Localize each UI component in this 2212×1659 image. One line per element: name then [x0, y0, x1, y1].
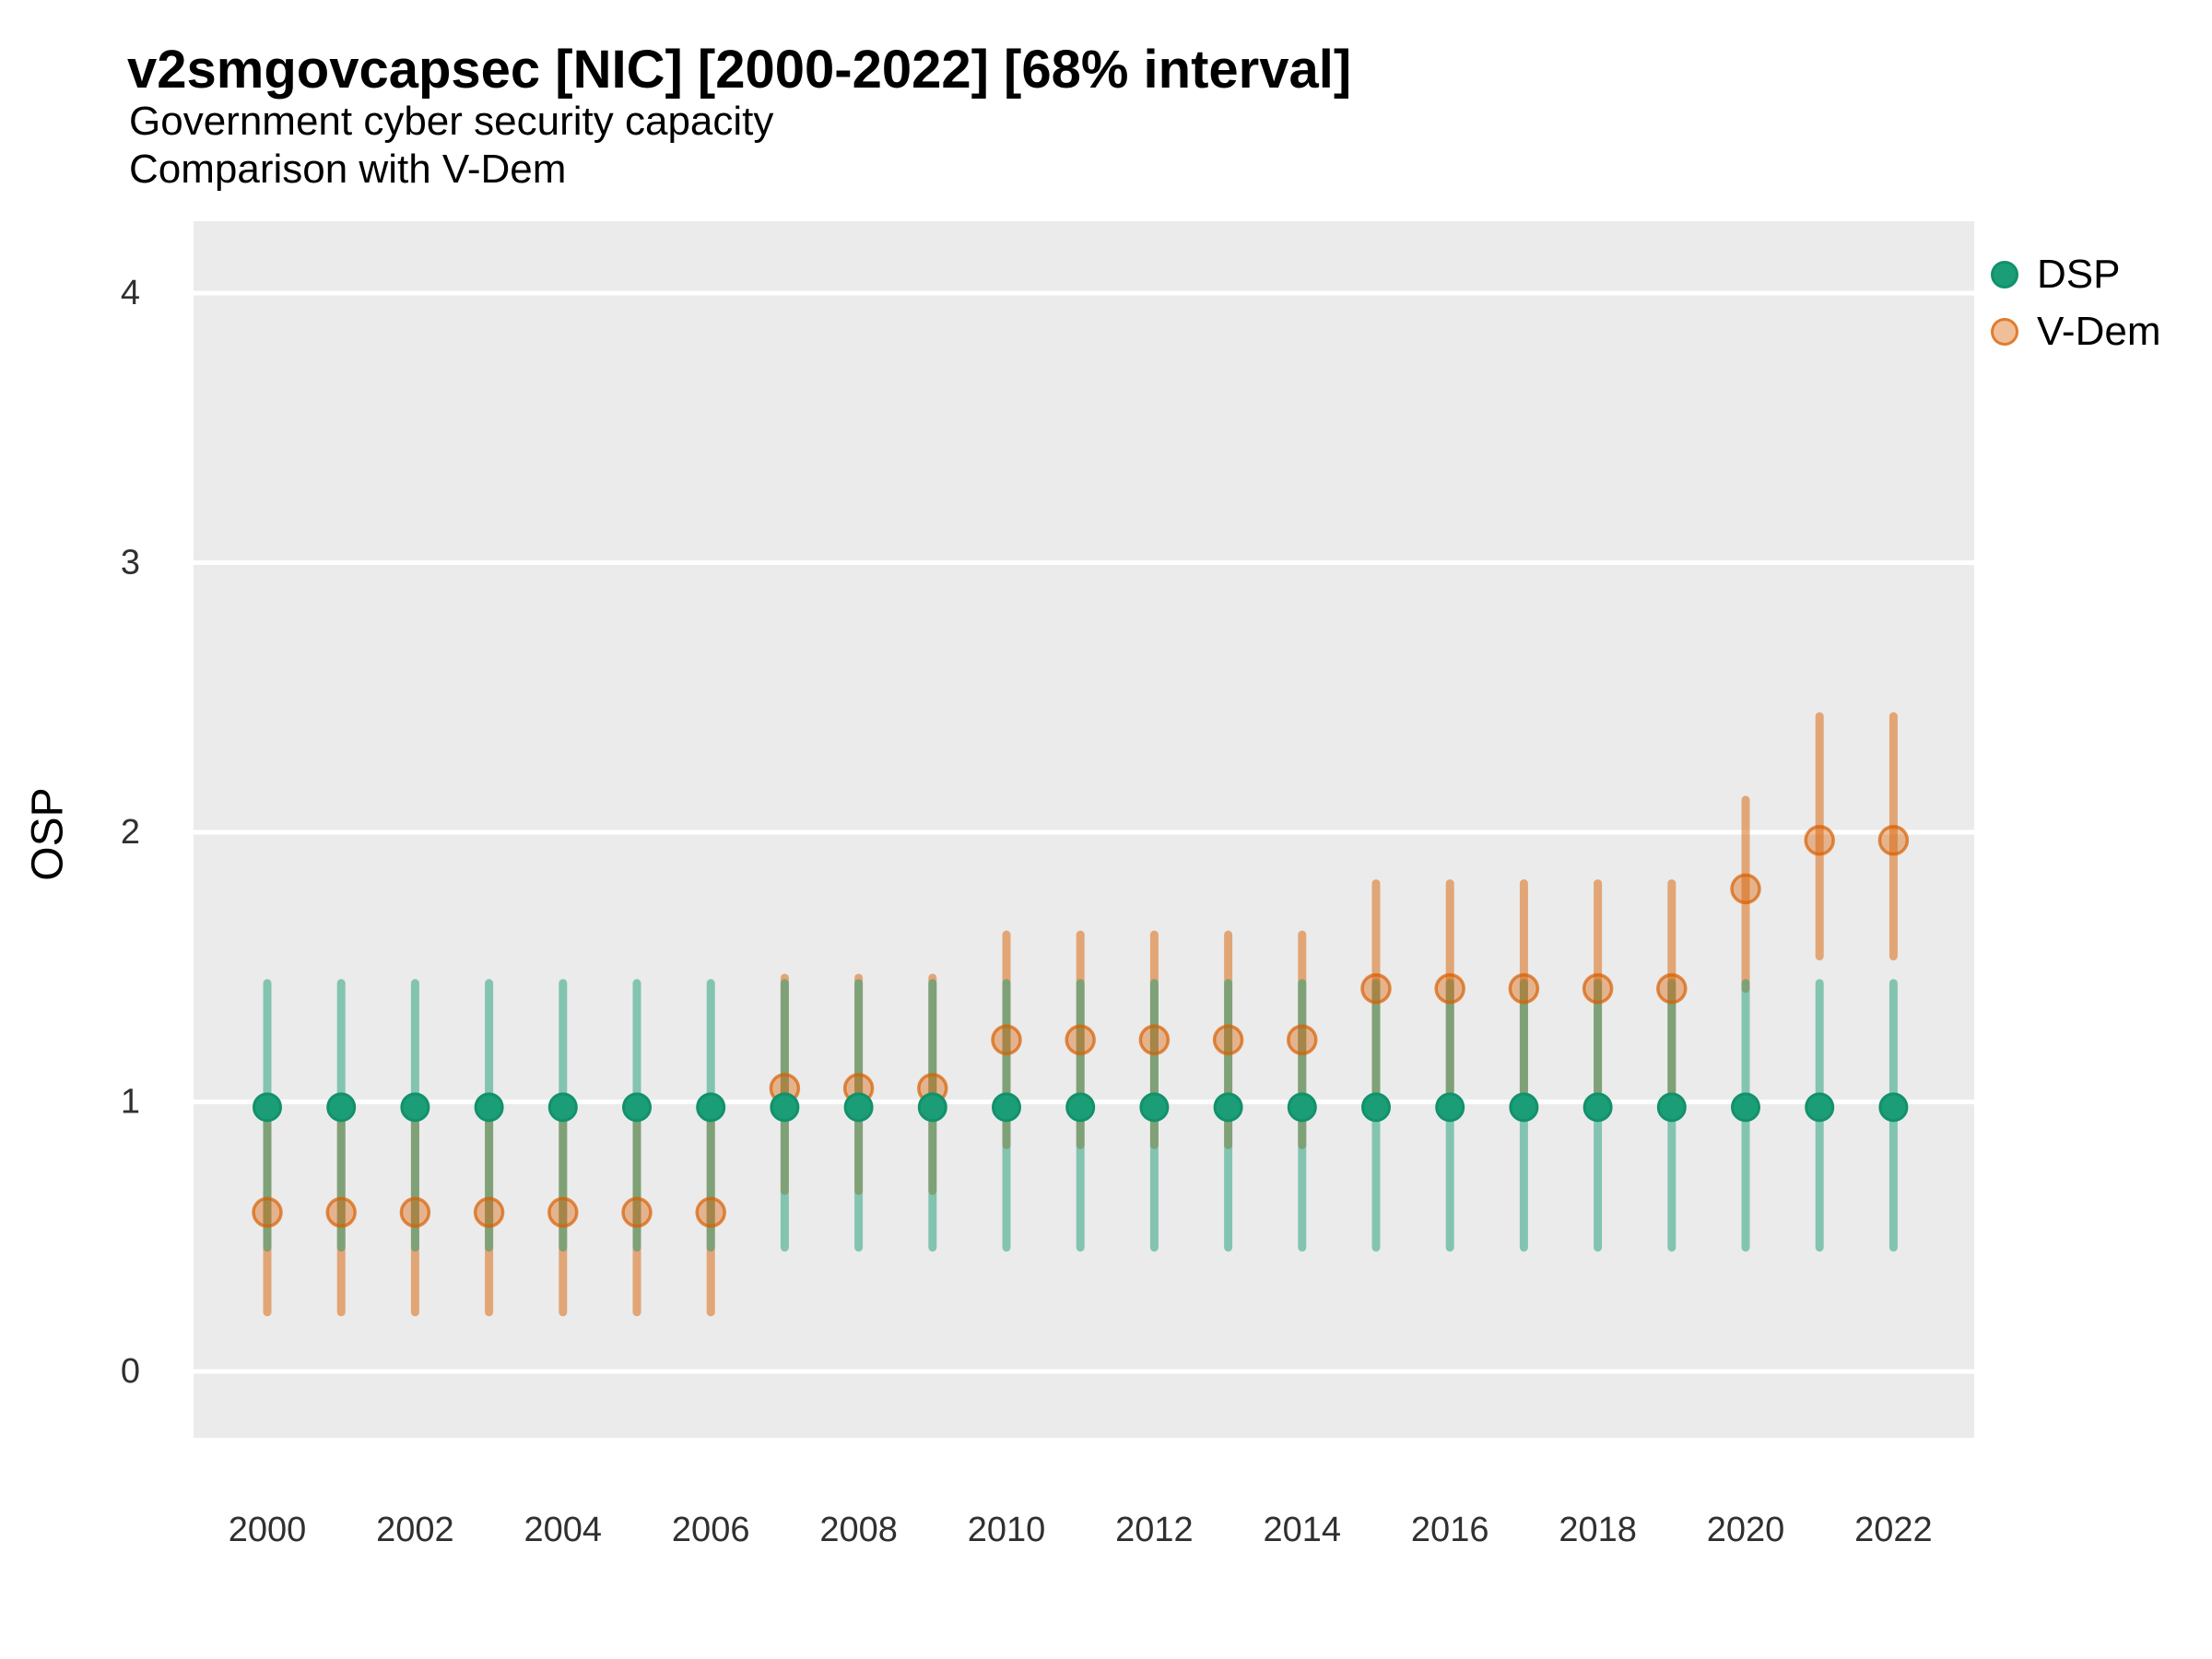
legend-label-dsp: DSP: [2037, 252, 2121, 297]
dsp-point-2008: [843, 1092, 874, 1123]
vdem-point-2020: [1730, 873, 1761, 905]
dsp-point-2014: [1287, 1092, 1317, 1123]
y-tick-label-1: 1: [121, 1083, 140, 1122]
vdem-point-2016: [1434, 972, 1465, 1005]
vdem-point-2018: [1582, 972, 1614, 1005]
vdem-point-2001: [325, 1196, 357, 1229]
vdem-point-2017: [1508, 972, 1540, 1005]
vdem-point-2021: [1804, 825, 1835, 856]
dsp-point-2004: [547, 1092, 578, 1123]
x-tick-label-2010: 2010: [968, 1511, 1046, 1549]
x-tick-label-2020: 2020: [1707, 1511, 1785, 1549]
vdem-point-2004: [547, 1196, 579, 1229]
legend-label-vdem: V-Dem: [2037, 309, 2161, 354]
plot-panel: [194, 221, 1974, 1438]
dsp-point-2001: [326, 1092, 357, 1123]
dsp-legend-dot-icon: [1991, 261, 2018, 288]
legend: DSP V-Dem: [1991, 252, 2161, 354]
x-tick-label-2002: 2002: [376, 1511, 454, 1549]
vdem-point-2003: [473, 1196, 505, 1229]
legend-item-vdem: V-Dem: [1991, 309, 2161, 354]
y-axis-title: OSP: [23, 787, 73, 881]
dsp-point-2007: [770, 1092, 800, 1123]
vdem-point-2011: [1065, 1024, 1096, 1055]
dsp-point-2016: [1435, 1092, 1465, 1123]
dsp-point-2003: [474, 1092, 504, 1123]
x-tick-label-2018: 2018: [1559, 1511, 1637, 1549]
vdem-point-2019: [1656, 972, 1688, 1005]
dsp-point-2015: [1361, 1092, 1391, 1123]
x-tick-label-2016: 2016: [1411, 1511, 1489, 1549]
vdem-point-2012: [1138, 1024, 1171, 1055]
y-tick-label-0: 0: [121, 1352, 140, 1391]
dsp-point-2005: [622, 1092, 652, 1123]
x-tick-label-2000: 2000: [229, 1511, 307, 1549]
vdem-point-2005: [621, 1196, 653, 1229]
dsp-point-2000: [253, 1092, 282, 1123]
vdem-legend-dot-icon: [1991, 318, 2018, 346]
x-tick-label-2014: 2014: [1264, 1511, 1342, 1549]
vdem-point-2006: [695, 1196, 726, 1229]
chart-title: v2smgovcapsec [NIC] [2000-2022] [68% int…: [127, 40, 1352, 100]
vdem-point-2022: [1877, 825, 1910, 856]
chart-subtitle-1: Government cyber security capacity: [129, 99, 774, 144]
chart-subtitle-2: Comparison with V-Dem: [129, 147, 567, 192]
dsp-point-2011: [1065, 1092, 1096, 1123]
dsp-point-2010: [992, 1092, 1021, 1123]
y-tick-label-2: 2: [121, 813, 140, 852]
x-tick-label-2006: 2006: [672, 1511, 750, 1549]
x-tick-label-2008: 2008: [819, 1511, 898, 1549]
vdem-point-2014: [1287, 1024, 1318, 1055]
dsp-point-2019: [1656, 1092, 1687, 1123]
x-tick-label-2012: 2012: [1115, 1511, 1194, 1549]
y-tick-label-4: 4: [121, 274, 140, 312]
x-tick-label-2004: 2004: [524, 1511, 603, 1549]
vdem-point-2015: [1360, 972, 1392, 1005]
dsp-point-2017: [1509, 1092, 1539, 1123]
y-tick-label-3: 3: [121, 544, 140, 582]
x-tick-label-2022: 2022: [1854, 1511, 1933, 1549]
dsp-point-2006: [696, 1092, 726, 1123]
dsp-point-2002: [400, 1092, 430, 1123]
vdem-point-2000: [252, 1196, 283, 1229]
vdem-point-2013: [1212, 1024, 1244, 1055]
dsp-point-2009: [917, 1092, 947, 1123]
dsp-point-2022: [1878, 1092, 1909, 1123]
dsp-point-2021: [1805, 1092, 1835, 1123]
dsp-point-2012: [1139, 1092, 1170, 1123]
legend-item-dsp: DSP: [1991, 252, 2160, 297]
dsp-point-2013: [1213, 1092, 1243, 1123]
dsp-point-2020: [1731, 1092, 1760, 1123]
dsp-point-2018: [1583, 1092, 1613, 1123]
vdem-point-2002: [399, 1196, 431, 1229]
vdem-point-2010: [991, 1024, 1022, 1055]
